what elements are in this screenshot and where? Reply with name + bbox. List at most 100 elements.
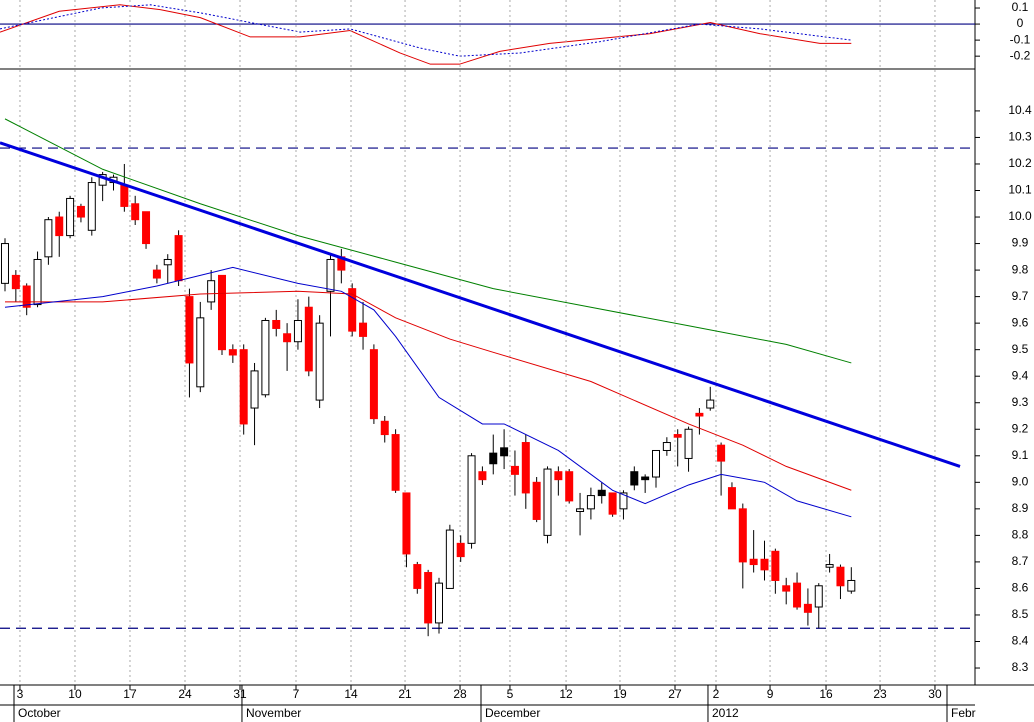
candle-body xyxy=(315,322,324,401)
candle-body xyxy=(608,492,617,515)
candle-body xyxy=(283,333,292,343)
candle-body xyxy=(717,444,726,462)
candle-body xyxy=(55,216,64,237)
candle-body xyxy=(576,508,585,513)
candle-body xyxy=(445,529,454,589)
x-tick-label: 21 xyxy=(398,687,412,701)
y-tick-label: -0.1 xyxy=(1010,32,1031,46)
y-tick-label: 9.1 xyxy=(1012,448,1029,462)
candle-body xyxy=(185,296,194,364)
candle-body xyxy=(510,465,519,475)
x-tick-label: 17 xyxy=(123,687,137,701)
y-tick-label: 9.0 xyxy=(1012,474,1029,488)
candle-body xyxy=(738,508,747,563)
candle-body xyxy=(402,492,411,555)
x-tick-label: 10 xyxy=(68,687,82,701)
y-tick-label: 8.6 xyxy=(1012,581,1029,595)
candle-body xyxy=(586,495,595,510)
candle-body xyxy=(261,319,270,396)
candle-body xyxy=(272,319,281,329)
candle-body xyxy=(348,288,357,332)
x-tick-label: 14 xyxy=(344,687,358,701)
y-tick-label: 0.1 xyxy=(1012,0,1029,14)
candle-body xyxy=(467,455,476,544)
y-tick-label: 9.6 xyxy=(1012,315,1029,329)
candle-body xyxy=(727,487,736,510)
candle-body xyxy=(217,274,226,351)
y-tick-label: 8.9 xyxy=(1012,501,1029,515)
y-tick-label: 9.4 xyxy=(1012,368,1029,382)
candle-body xyxy=(163,258,172,266)
candle-body xyxy=(630,471,639,486)
candle-body xyxy=(814,585,823,608)
candle-body xyxy=(771,550,780,581)
candle-body xyxy=(66,197,75,237)
candle-body xyxy=(380,420,389,436)
candle-body xyxy=(565,471,574,502)
y-tick-label: -0.2 xyxy=(1010,48,1031,62)
month-label: December xyxy=(485,706,540,720)
moving-average xyxy=(4,266,852,518)
candle-body xyxy=(500,447,509,457)
x-tick-label: 16 xyxy=(819,687,833,701)
y-tick-label: 9.8 xyxy=(1012,262,1029,276)
month-label: Febr xyxy=(951,706,976,720)
candle-body xyxy=(11,274,20,290)
x-tick-label: 27 xyxy=(668,687,682,701)
candle-body xyxy=(0,243,9,284)
candle-body xyxy=(359,322,368,337)
y-tick-label: 0 xyxy=(1017,16,1024,30)
candle-body xyxy=(142,211,151,245)
month-label: 2012 xyxy=(712,706,739,720)
x-tick-label: 28 xyxy=(453,687,467,701)
candle-body xyxy=(120,184,129,207)
moving-average xyxy=(4,290,852,491)
candle-body xyxy=(434,582,443,624)
y-tick-label: 10.2 xyxy=(1008,156,1032,170)
y-tick-label: 9.9 xyxy=(1012,236,1029,250)
candle-body xyxy=(207,280,216,303)
x-tick-label: 9 xyxy=(767,687,774,701)
y-tick-label: 8.5 xyxy=(1012,607,1029,621)
candle-body xyxy=(673,434,682,438)
x-tick-label: 7 xyxy=(293,687,300,701)
month-label: November xyxy=(246,706,301,720)
y-tick-label: 10.3 xyxy=(1008,130,1032,144)
x-tick-label: 31 xyxy=(233,687,247,701)
candle-body xyxy=(532,481,541,520)
candle-body xyxy=(543,468,552,536)
y-tick-label: 8.8 xyxy=(1012,528,1029,542)
y-tick-label: 10.1 xyxy=(1008,183,1032,197)
candle-body xyxy=(847,579,856,592)
candle-body xyxy=(293,319,302,343)
candle-body xyxy=(22,285,31,308)
candle-body xyxy=(782,585,791,592)
candle-body xyxy=(239,349,248,425)
y-tick-label: 8.7 xyxy=(1012,554,1029,568)
candle-body xyxy=(174,235,183,282)
candle-body xyxy=(641,476,650,481)
candle-body xyxy=(456,542,465,558)
candle-body xyxy=(825,564,834,568)
candle-body xyxy=(619,492,628,510)
candle-body xyxy=(369,349,378,420)
candle-body xyxy=(836,566,845,587)
candle-body xyxy=(760,558,769,571)
candle-body xyxy=(478,471,487,481)
x-tick-label: 3 xyxy=(17,687,24,701)
candle-body xyxy=(228,349,237,356)
candle-body xyxy=(706,399,715,409)
candle-body xyxy=(196,317,205,388)
trend-line xyxy=(0,141,961,468)
y-tick-label: 9.5 xyxy=(1012,342,1029,356)
x-tick-label: 30 xyxy=(928,687,942,701)
y-tick-label: 9.2 xyxy=(1012,421,1029,435)
x-tick-label: 5 xyxy=(507,687,514,701)
moving-average xyxy=(4,118,852,364)
candle-body xyxy=(326,258,335,292)
candle-body xyxy=(803,603,812,613)
candle-body xyxy=(652,449,661,478)
x-tick-label: 24 xyxy=(178,687,192,701)
